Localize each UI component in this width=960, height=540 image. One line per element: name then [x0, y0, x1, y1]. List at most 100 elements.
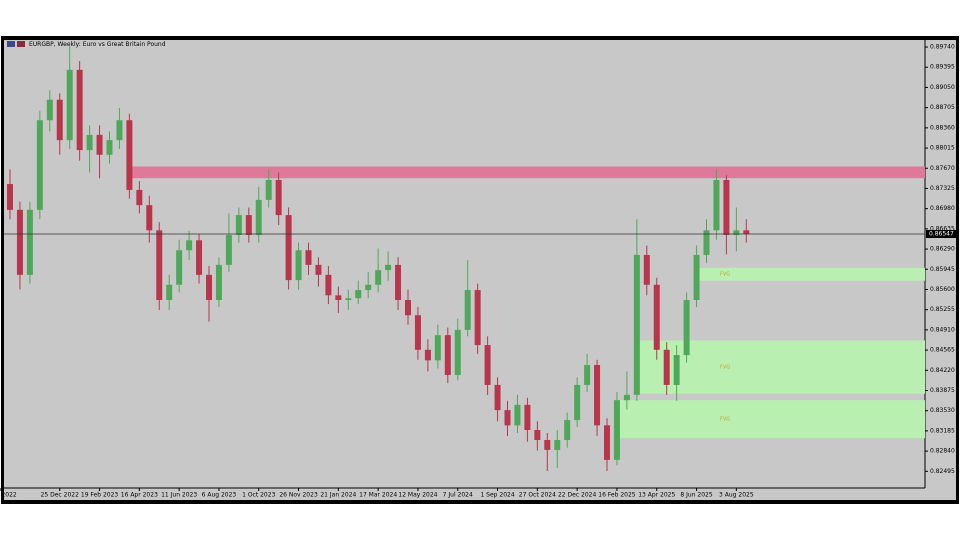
- x-tick-label: 22 Dec 2024: [558, 492, 597, 499]
- zone: [696, 267, 925, 281]
- candle-body: [703, 230, 710, 255]
- x-tick-label: 25 Dec 2022: [41, 492, 80, 499]
- candle-body: [265, 179, 272, 200]
- y-tick-label: 0.82840: [930, 448, 955, 455]
- candle-body: [484, 345, 491, 385]
- candle-body: [206, 274, 212, 301]
- candle-body: [275, 179, 282, 216]
- candle-body: [584, 365, 591, 385]
- x-tick-label: 26 Nov 2023: [279, 492, 318, 499]
- candle-body: [86, 134, 93, 151]
- candle-body: [604, 425, 610, 460]
- candle-body: [693, 254, 700, 301]
- candle-body: [215, 264, 222, 301]
- candle-body: [474, 290, 481, 346]
- last-price-box: [926, 230, 956, 239]
- y-tick-label: 0.84220: [930, 367, 955, 374]
- y-tick-label: 0.84910: [930, 326, 955, 333]
- zone: [636, 340, 925, 394]
- candle-body: [663, 349, 670, 385]
- candle-body: [633, 254, 640, 395]
- candle-body: [325, 274, 332, 296]
- candle-body: [295, 250, 302, 281]
- candle-body: [255, 199, 262, 236]
- candle-body: [76, 69, 83, 151]
- y-tick-label: 0.89050: [930, 84, 955, 91]
- candle-body: [46, 99, 53, 121]
- y-tick-label: 0.87325: [930, 185, 955, 192]
- candle-body: [56, 99, 63, 141]
- candle-body: [395, 264, 402, 301]
- candle-body: [434, 335, 441, 361]
- x-tick-label: 5 Oct 2022: [0, 492, 17, 499]
- x-tick-label: 1 Oct 2023: [242, 492, 275, 499]
- candle-body: [66, 69, 73, 141]
- candle-body: [126, 120, 133, 190]
- candle-body: [116, 120, 123, 141]
- zone: [129, 166, 925, 179]
- candle-body: [464, 290, 471, 330]
- x-tick-label: 11 Jun 2023: [161, 492, 197, 499]
- x-tick-label: 13 Apr 2025: [638, 492, 675, 499]
- candle-body: [176, 250, 183, 285]
- candle-body: [504, 410, 511, 426]
- last-price-label: 0.86547: [929, 231, 954, 238]
- candle-body: [375, 270, 382, 285]
- zone-label: FVG: [720, 417, 730, 423]
- candle-body: [613, 400, 620, 460]
- candle-body: [743, 230, 750, 235]
- y-tick-label: 0.88705: [930, 104, 955, 111]
- y-tick-label: 0.88015: [930, 145, 955, 152]
- candle-body: [16, 209, 23, 275]
- candle-body: [594, 365, 601, 426]
- candle-body: [554, 439, 561, 450]
- candle-body: [494, 384, 501, 411]
- candle-body: [385, 264, 392, 271]
- candle-body: [524, 404, 531, 431]
- candle-body: [355, 290, 362, 299]
- y-tick-label: 0.85945: [930, 266, 955, 273]
- candle-body: [534, 430, 541, 440]
- x-tick-label: 16 Feb 2025: [598, 492, 636, 499]
- y-tick-label: 0.87670: [930, 165, 955, 172]
- candle-body: [544, 439, 551, 450]
- y-tick-label: 0.89740: [930, 44, 955, 51]
- zone: [616, 400, 925, 439]
- candle-body: [713, 179, 720, 231]
- candle-body: [36, 120, 43, 210]
- y-tick-label: 0.85600: [930, 286, 955, 293]
- candle-body: [414, 315, 421, 350]
- y-tick-label: 0.86290: [930, 246, 955, 253]
- y-tick-label: 0.84565: [930, 347, 955, 354]
- y-tick-label: 0.86980: [930, 205, 955, 212]
- candle-body: [26, 209, 33, 275]
- candle-body: [136, 189, 143, 206]
- chart-title: EURGBP, Weekly: Euro vs Great Britain Po…: [29, 41, 166, 48]
- candle-body: [444, 335, 451, 375]
- x-tick-label: 12 May 2024: [398, 492, 437, 499]
- candle-body: [365, 284, 372, 291]
- x-tick-label: 1 Sep 2024: [480, 492, 514, 499]
- y-tick-label: 0.89395: [930, 64, 955, 71]
- y-tick-label: 0.85255: [930, 306, 955, 313]
- candle-body: [315, 264, 322, 275]
- candle-body: [156, 230, 163, 301]
- candle-body: [454, 329, 461, 375]
- x-tick-label: 21 Jan 2024: [320, 492, 356, 499]
- y-tick-label: 0.83875: [930, 387, 955, 394]
- candle-body: [514, 404, 521, 426]
- x-tick-label: 7 Jul 2024: [443, 492, 473, 499]
- y-tick-label: 0.88360: [930, 124, 955, 131]
- period-icon: [17, 41, 25, 47]
- candle-body: [564, 420, 571, 440]
- candle-body: [106, 140, 113, 155]
- candle-body: [335, 295, 342, 301]
- candle-body: [96, 134, 103, 155]
- candle-body: [166, 284, 173, 301]
- candle-body: [186, 240, 193, 251]
- candle-body: [623, 394, 630, 401]
- candle-body: [653, 284, 660, 350]
- x-tick-label: 17 Mar 2024: [359, 492, 397, 499]
- candle-body: [643, 254, 650, 285]
